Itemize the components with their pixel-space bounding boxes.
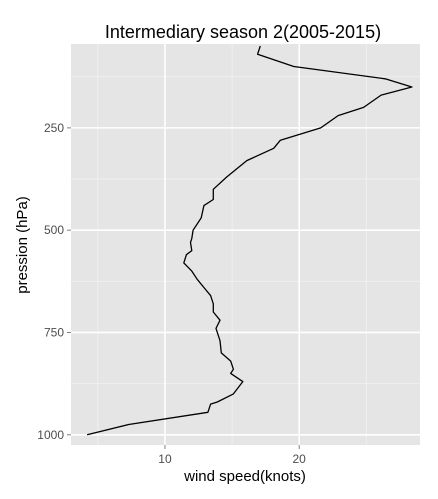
- x-axis-ticks: 10 20: [158, 445, 306, 466]
- grid-major: [71, 44, 420, 445]
- x-tick-label: 20: [293, 452, 307, 466]
- x-axis-title: wind speed(knots): [183, 468, 306, 485]
- wind-speed-profile-line: [86, 45, 413, 436]
- x-tick-label: 10: [158, 452, 172, 466]
- series-layer: [86, 45, 413, 436]
- chart-title: Intermediary season 2(2005-2015): [105, 22, 381, 42]
- y-tick-label: 1000: [37, 428, 64, 442]
- y-axis-ticks: 250 500 750 1000: [37, 121, 71, 442]
- y-tick-label: 250: [44, 121, 64, 135]
- y-tick-label: 500: [44, 223, 64, 237]
- y-tick-label: 750: [44, 325, 64, 339]
- plot-panel: [71, 44, 420, 445]
- grid-minor: [71, 44, 420, 445]
- y-axis-title: pression (hPa): [14, 196, 31, 294]
